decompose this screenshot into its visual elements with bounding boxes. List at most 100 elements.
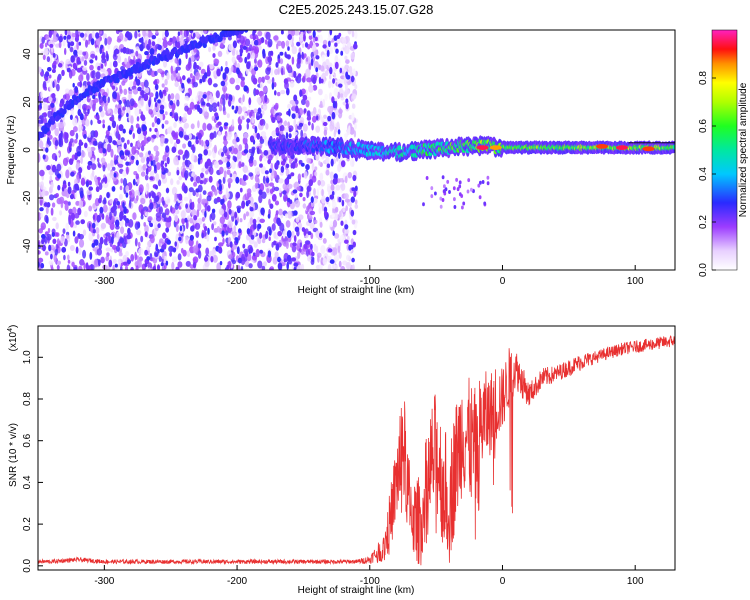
noise-cell <box>279 58 284 65</box>
noise-cell <box>237 264 241 270</box>
bottom-x-tick-label: -100 <box>360 576 380 587</box>
noise-cell <box>333 130 336 138</box>
noise-cell <box>197 250 202 259</box>
snr-y-scale-base: (x10 <box>8 331 19 351</box>
noise-cell <box>87 160 93 166</box>
noise-cell <box>306 186 311 193</box>
bottom-y-tick-label: 0.6 <box>22 433 33 447</box>
noise-cell <box>307 255 312 262</box>
noise-cell <box>70 41 75 47</box>
noise-cell <box>164 111 168 116</box>
noise-cell <box>45 206 49 215</box>
noise-cell <box>154 128 158 133</box>
noise-cell <box>228 146 232 152</box>
noise-cell <box>283 78 289 85</box>
noise-cell <box>318 202 322 209</box>
noise-cell <box>113 200 117 208</box>
noise-cell <box>52 216 57 222</box>
noise-cell <box>242 195 246 201</box>
noise-cell <box>322 44 327 49</box>
noise-cell <box>125 185 130 192</box>
noise-cell <box>351 264 355 270</box>
tail-cell <box>467 178 471 183</box>
noise-cell <box>329 259 335 264</box>
noise-cell <box>276 217 281 225</box>
noise-cell <box>94 130 98 138</box>
noise-cell <box>176 169 180 176</box>
noise-cell <box>235 176 240 184</box>
noise-cell <box>95 55 98 61</box>
noise-cell <box>190 225 195 232</box>
noise-cell <box>337 129 341 135</box>
noise-cell <box>310 58 314 67</box>
hotspot-3 <box>615 145 628 151</box>
noise-cell <box>117 163 124 168</box>
noise-cell <box>255 89 260 96</box>
tail-cell <box>439 196 443 201</box>
noise-cell <box>222 145 228 154</box>
noise-cell <box>307 121 311 126</box>
noise-cell <box>280 160 286 166</box>
noise-cell <box>105 232 111 237</box>
noise-cell <box>173 156 179 166</box>
snr-frame <box>37 325 676 571</box>
noise-cell <box>77 207 82 216</box>
noise-cell <box>149 127 152 132</box>
noise-cell <box>140 145 145 152</box>
noise-cell <box>292 131 298 136</box>
noise-cell <box>190 73 193 79</box>
noise-cell <box>244 260 250 267</box>
noise-cell <box>130 155 135 161</box>
noise-cell <box>91 222 96 229</box>
noise-cell <box>149 92 154 98</box>
noise-cell <box>157 99 161 104</box>
noise-cell <box>67 186 72 195</box>
noise-cell <box>313 49 318 56</box>
noise-cell <box>100 63 104 69</box>
noise-cell <box>195 139 199 145</box>
noise-cell <box>334 42 338 47</box>
noise-cell <box>262 48 266 57</box>
noise-cell <box>247 200 251 204</box>
noise-cell <box>312 43 316 52</box>
hotspot-1 <box>489 145 502 151</box>
noise-cell <box>244 250 248 258</box>
ridge-cell <box>262 19 266 25</box>
noise-cell <box>65 222 69 231</box>
noise-cell <box>136 178 140 185</box>
ridge-cell <box>242 22 246 28</box>
noise-cell <box>340 79 345 84</box>
noise-cell <box>110 148 114 158</box>
noise-cell <box>60 236 65 244</box>
noise-cell <box>267 56 273 63</box>
noise-cell <box>76 60 82 65</box>
noise-cell <box>240 76 245 82</box>
noise-cell <box>206 102 211 107</box>
noise-cell <box>92 214 96 220</box>
noise-cell <box>168 245 174 253</box>
noise-cell <box>40 262 45 269</box>
noise-cell <box>242 174 247 182</box>
noise-cell <box>228 208 232 215</box>
noise-cell <box>350 52 355 60</box>
noise-cell <box>319 232 323 238</box>
noise-cell <box>296 41 301 47</box>
noise-cell <box>277 58 281 64</box>
noise-cell <box>307 30 312 34</box>
noise-cell <box>167 93 171 102</box>
noise-cell <box>231 160 236 170</box>
noise-cell <box>218 104 223 112</box>
noise-cell <box>281 67 284 76</box>
noise-cell <box>277 262 283 270</box>
noise-cell <box>56 83 60 92</box>
noise-cell <box>68 214 72 223</box>
noise-cell <box>38 153 41 163</box>
noise-cell <box>304 240 311 245</box>
noise-cell <box>78 139 82 144</box>
noise-cell <box>46 137 50 145</box>
noise-cell <box>248 148 253 154</box>
noise-cell <box>260 37 265 44</box>
noise-cell <box>212 107 217 113</box>
ridge-cell <box>62 108 67 115</box>
